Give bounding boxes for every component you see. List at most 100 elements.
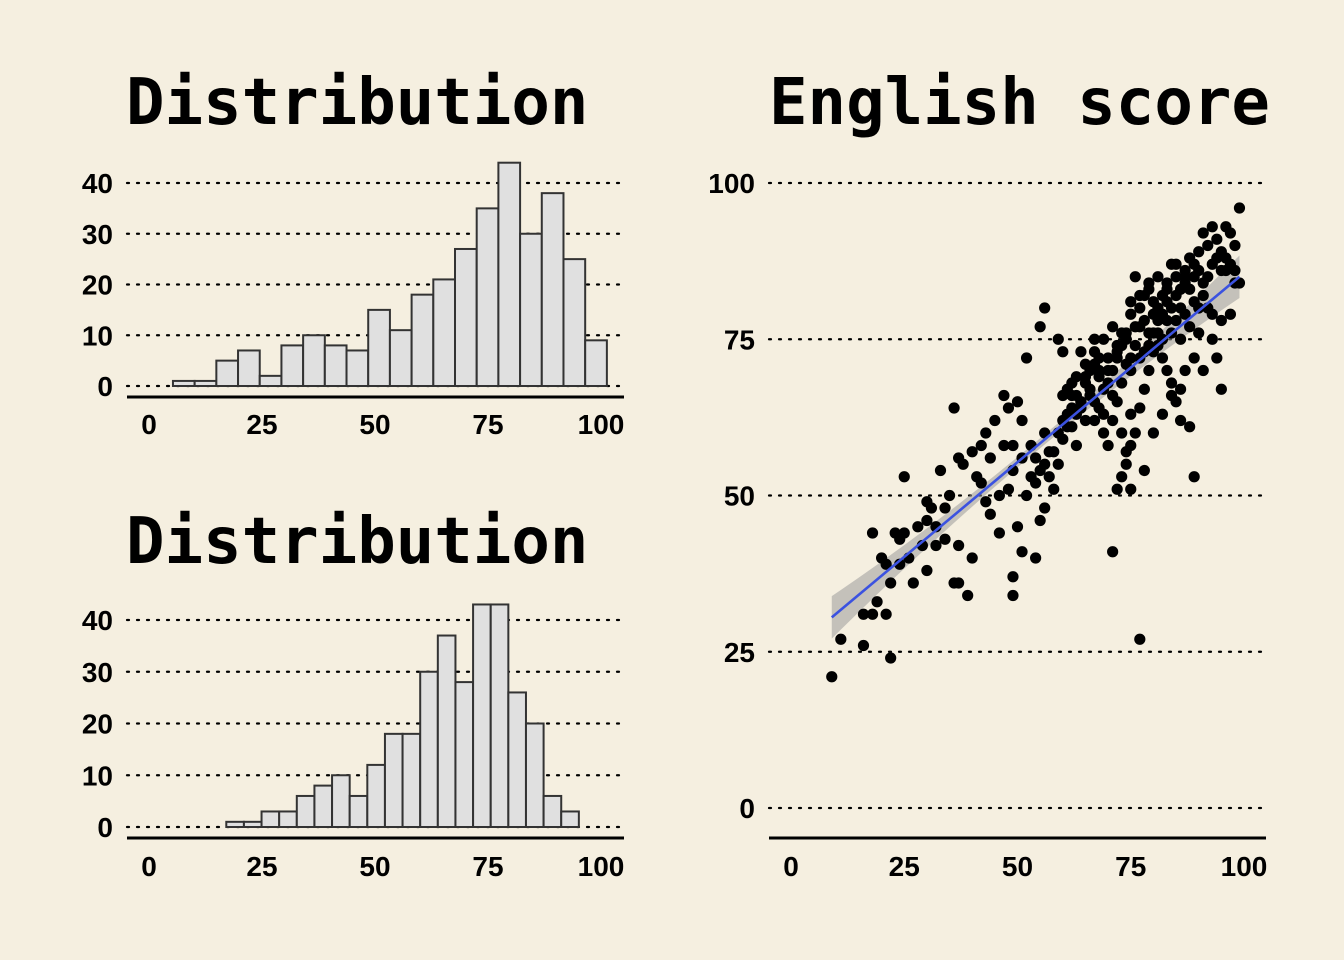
scatter-point <box>939 533 951 545</box>
h2-x-tick-label: 25 <box>246 851 277 882</box>
scatter-point <box>1147 308 1159 320</box>
h2-bar <box>542 794 563 829</box>
h1-bar <box>345 349 370 388</box>
scatter-y-tick-label: 75 <box>724 324 755 355</box>
scatter-x-tick-label: 25 <box>889 851 920 882</box>
h2-bar <box>313 784 334 828</box>
scatter-point <box>866 527 879 539</box>
scatter-point <box>966 552 978 564</box>
scatter-point <box>1125 296 1137 308</box>
scatter-point <box>1215 314 1227 327</box>
scatter-point <box>1039 302 1051 314</box>
h2-bar <box>331 774 351 828</box>
scatter-point <box>1075 346 1087 358</box>
scatter-point <box>1129 271 1141 283</box>
scatter-point <box>1134 402 1146 414</box>
scatter-point <box>1070 389 1082 402</box>
scatter-point <box>1043 446 1055 458</box>
scatter-point <box>857 608 870 620</box>
scatter-y-tick-label: 100 <box>708 168 755 199</box>
scatter-point <box>1016 414 1028 427</box>
hist-1-y-ticks: 0 10 20 30 40 <box>82 168 113 402</box>
scatter-point <box>921 514 933 527</box>
scatter-point <box>966 446 978 458</box>
scatter-point <box>1097 408 1110 420</box>
scatter-point <box>1034 514 1046 527</box>
scatter-point <box>1229 239 1241 252</box>
scatter-point <box>1088 414 1101 427</box>
scatter-title: English score <box>769 66 1270 140</box>
scatter-point <box>1156 352 1169 364</box>
scatter-point <box>1111 346 1123 358</box>
scatter-point <box>1107 546 1119 558</box>
scatter-point <box>1030 452 1042 464</box>
scatter-point <box>885 577 897 589</box>
scatter-point <box>1007 589 1019 602</box>
scatter-point <box>1125 483 1137 495</box>
scatter-point <box>898 527 910 539</box>
scatter-point <box>1107 321 1119 333</box>
scatter-point <box>1134 633 1146 645</box>
h1-bar <box>302 334 326 387</box>
scatter-point <box>1197 289 1209 302</box>
scatter-point <box>1179 271 1191 283</box>
h1-bar <box>367 308 391 387</box>
h2-bar <box>524 722 545 828</box>
scatter-point <box>1174 302 1187 314</box>
scatter-point <box>1016 546 1028 558</box>
h2-bar <box>348 794 369 829</box>
scatter-point <box>1188 471 1200 483</box>
scatter-point <box>1197 364 1209 377</box>
scatter-point <box>925 502 938 514</box>
scatter-point <box>1116 327 1128 339</box>
hist-1-bars <box>171 161 608 388</box>
h1-x-tick-label: 50 <box>359 409 390 440</box>
scatter-point <box>1147 427 1159 439</box>
scatter-point <box>1211 252 1223 264</box>
scatter-point <box>1206 221 1218 233</box>
h2-bar <box>295 794 316 829</box>
h2-x-tick-label: 100 <box>578 851 625 882</box>
scatter-point <box>1129 427 1141 439</box>
scatter-point <box>1102 352 1114 364</box>
scatter-point <box>912 521 924 533</box>
scatter-point <box>885 652 897 664</box>
scatter-point <box>907 577 919 589</box>
h1-bar <box>432 278 457 387</box>
scatter-x-ticks: 0 25 50 75 100 <box>783 851 1267 882</box>
scatter-point <box>1052 333 1064 345</box>
h1-bar <box>388 329 413 387</box>
scatter-y-tick-label: 25 <box>724 637 755 668</box>
scatter-point <box>1129 321 1141 333</box>
scatter-point <box>835 633 847 645</box>
h2-bar <box>489 603 510 828</box>
h2-bar <box>366 763 386 829</box>
scatter-point <box>1202 271 1214 283</box>
scatter-point <box>1048 483 1060 495</box>
scatter-point <box>876 552 888 564</box>
scatter-point <box>1070 371 1082 383</box>
chart-hist-2: Distribution 0 10 20 30 40 0 25 50 75 100 <box>82 505 628 882</box>
hist-2-title: Distribution <box>126 505 588 579</box>
h1-x-tick-label: 0 <box>141 409 157 440</box>
scatter-point <box>1188 352 1200 364</box>
scatter-point <box>1179 364 1191 377</box>
chart-hist-1: Distribution 0 10 20 30 40 0 25 50 75 100 <box>82 66 628 440</box>
scatter-point <box>1020 352 1033 364</box>
scatter-point <box>1002 402 1015 414</box>
h2-bar <box>472 603 492 828</box>
scatter-point <box>1138 314 1150 327</box>
scatter-point <box>1125 439 1137 452</box>
h2-y-tick-label: 20 <box>82 709 113 740</box>
scatter-point <box>1170 258 1182 270</box>
scatter-point <box>1202 239 1214 252</box>
scatter-point <box>1052 458 1064 470</box>
h1-bar <box>497 161 522 387</box>
h2-bar <box>260 810 281 828</box>
scatter-point <box>1125 308 1137 320</box>
hist-2-x-ticks: 0 25 50 75 100 <box>141 851 624 882</box>
scatter-point <box>898 471 910 483</box>
scatter-point <box>826 671 838 683</box>
scatter-point <box>1229 264 1241 277</box>
h1-bar <box>475 207 500 387</box>
